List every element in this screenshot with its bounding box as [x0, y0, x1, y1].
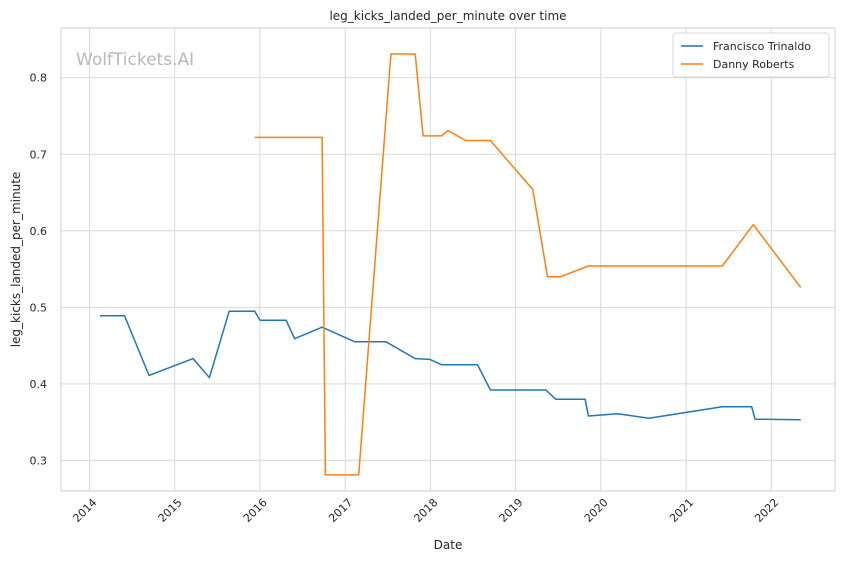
- series-line-1: [100, 310, 801, 421]
- x-axis-title: Date: [434, 538, 463, 552]
- y-axis-title: leg_kicks_landed_per_minute: [9, 172, 23, 348]
- chart-title: leg_kicks_landed_per_minute over time: [329, 9, 566, 23]
- watermark-text: WolfTickets.AI: [76, 50, 194, 70]
- y-tick-labels: 0.3 0.4 0.5 0.6 0.7 0.8: [30, 72, 48, 468]
- y-tick-label: 0.5: [30, 301, 48, 314]
- series-line-2: [254, 53, 802, 476]
- legend: Francisco Trinaldo Danny Roberts: [672, 32, 830, 78]
- legend-label: Francisco Trinaldo: [713, 40, 811, 53]
- y-tick-label: 0.8: [30, 72, 48, 85]
- y-tick-label: 0.7: [30, 148, 48, 161]
- y-tick-label: 0.4: [30, 378, 48, 391]
- x-gridlines: [88, 28, 772, 491]
- y-gridlines: [61, 77, 835, 461]
- plot-area-frame: [60, 27, 836, 492]
- series-layer: [100, 53, 802, 476]
- y-tick-label: 0.3: [30, 454, 48, 467]
- legend-label: Danny Roberts: [713, 58, 795, 71]
- y-tick-label: 0.6: [30, 225, 48, 238]
- legend-box: [672, 32, 830, 78]
